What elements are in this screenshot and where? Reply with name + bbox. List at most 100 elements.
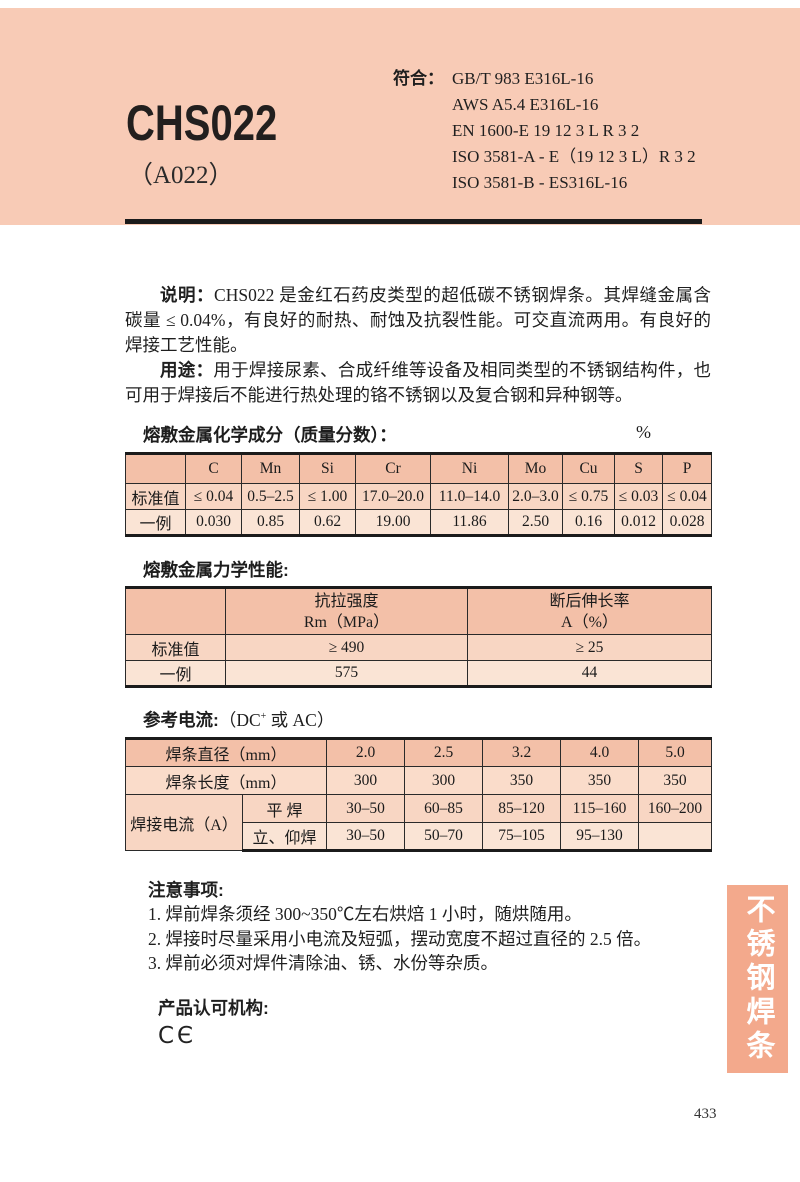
chapter-side-tab-label: 不锈钢焊条 bbox=[742, 894, 774, 1064]
mech-col-header: 断后伸长率 A（%） bbox=[467, 586, 712, 635]
product-model: CHS022 bbox=[126, 95, 278, 151]
chem-cell: 0.030 bbox=[185, 509, 242, 537]
chem-col-header: Ni bbox=[430, 452, 509, 484]
mech-row-label: 标准值 bbox=[125, 634, 226, 661]
yongtu-label: 用途： bbox=[160, 360, 214, 380]
chem-cell: 11.0–14.0 bbox=[430, 483, 509, 510]
current-note-suffix: 或 AC） bbox=[266, 710, 335, 730]
chem-col-header: Si bbox=[299, 452, 356, 484]
mech-row-label: 一例 bbox=[125, 660, 226, 688]
current-title-note: （DC+ 或 AC） bbox=[219, 710, 335, 730]
note-item: 1. 焊前焊条须经 300~350℃左右烘焙 1 小时，随烘随用。 bbox=[148, 904, 582, 924]
chem-cell: ≤ 0.75 bbox=[562, 483, 615, 510]
shuoming-label: 说明： bbox=[160, 285, 215, 305]
cur-length-value: 300 bbox=[326, 766, 405, 795]
cur-flat-value: 115–160 bbox=[560, 794, 639, 823]
mech-col-header bbox=[125, 586, 226, 635]
standard-line: EN 1600-E 19 12 3 L R 3 2 bbox=[452, 121, 640, 140]
chem-row-label: 标准值 bbox=[125, 483, 186, 510]
chemical-unit: % bbox=[636, 422, 651, 442]
certification-block: 产品认可机构: CЄ bbox=[158, 995, 269, 1049]
cur-vertical-value: 95–130 bbox=[560, 822, 639, 852]
chem-cell: 2.50 bbox=[508, 509, 563, 537]
cur-flat-value: 30–50 bbox=[326, 794, 405, 823]
standards-block: 符合： GB/T 983 E316L-16 AWS A5.4 E316L-16 … bbox=[393, 66, 733, 196]
cur-vertical-value bbox=[638, 822, 712, 852]
cur-diameter-value: 3.2 bbox=[482, 737, 561, 767]
standard-line: GB/T 983 E316L-16 bbox=[452, 69, 594, 88]
chem-cell: 0.16 bbox=[562, 509, 615, 537]
mech-cell: ≥ 25 bbox=[467, 634, 712, 661]
header-band bbox=[0, 8, 800, 225]
page-number: 433 bbox=[694, 1106, 717, 1122]
cur-flat-value: 160–200 bbox=[638, 794, 712, 823]
standard-line: ISO 3581-A - E（19 12 3 L）R 3 2 bbox=[452, 147, 696, 166]
cur-flat-label: 平 焊 bbox=[242, 794, 327, 823]
mechanical-properties-table: 抗拉强度 Rm（MPa） 断后伸长率 A（%） 标准值 ≥ 490 ≥ 25 一… bbox=[125, 586, 712, 688]
ce-mark: CЄ bbox=[158, 1023, 197, 1049]
chem-cell: 19.00 bbox=[355, 509, 431, 537]
cur-length-value: 350 bbox=[638, 766, 712, 795]
mech-header-line: 断后伸长率 bbox=[549, 592, 630, 610]
chem-cell: 11.86 bbox=[430, 509, 509, 537]
note-item: 2. 焊接时尽量采用小电流及短弧，摆动宽度不超过直径的 2.5 倍。 bbox=[148, 928, 652, 949]
certification-title: 产品认可机构: bbox=[158, 998, 269, 1018]
chemical-composition-table: C Mn Si Cr Ni Mo Cu S P 标准值 ≤ 0.04 0.5–2… bbox=[125, 452, 712, 537]
conform-label: 符合： bbox=[393, 69, 444, 88]
chem-col-header bbox=[125, 452, 186, 484]
description-paragraph: 说明：CHS022 是金红石药皮类型的超低碳不锈钢焊条。其焊缝金属含碳量 ≤ 0… bbox=[125, 283, 711, 358]
current-section-title: 参考电流:（DC+ 或 AC） bbox=[143, 707, 334, 732]
chem-cell: ≤ 0.04 bbox=[662, 483, 712, 510]
mechanical-section-title: 熔敷金属力学性能: bbox=[143, 560, 289, 580]
reference-current-table: 焊条直径（mm） 2.0 2.5 3.2 4.0 5.0 焊条长度（mm） 30… bbox=[125, 737, 712, 852]
cur-diameter-label: 焊条直径（mm） bbox=[125, 737, 327, 767]
chem-col-header: Mn bbox=[241, 452, 300, 484]
chem-col-header: Cu bbox=[562, 452, 615, 484]
cur-length-value: 350 bbox=[482, 766, 561, 795]
chem-col-header: P bbox=[662, 452, 712, 484]
cur-flat-value: 85–120 bbox=[482, 794, 561, 823]
chem-cell: 0.012 bbox=[614, 509, 663, 537]
standard-line: ISO 3581-B - ES316L-16 bbox=[452, 173, 628, 192]
mech-col-header: 抗拉强度 Rm（MPa） bbox=[225, 586, 468, 635]
chem-cell: ≤ 0.04 bbox=[185, 483, 242, 510]
chem-col-header: Mo bbox=[508, 452, 563, 484]
standards-list: GB/T 983 E316L-16 AWS A5.4 E316L-16 EN 1… bbox=[452, 66, 696, 196]
mech-cell: ≥ 490 bbox=[225, 634, 468, 661]
cur-length-label: 焊条长度（mm） bbox=[125, 766, 327, 795]
cur-current-label: 焊接电流（A） bbox=[125, 794, 243, 851]
mech-cell: 575 bbox=[225, 660, 468, 688]
cur-length-value: 350 bbox=[560, 766, 639, 795]
cur-vertical-value: 50–70 bbox=[404, 822, 483, 852]
cur-flat-value: 60–85 bbox=[404, 794, 483, 823]
mech-cell: 44 bbox=[467, 660, 712, 688]
chem-row-label: 一例 bbox=[125, 509, 186, 537]
chem-col-header: S bbox=[614, 452, 663, 484]
mech-header-line: A（%） bbox=[561, 613, 618, 631]
usage-paragraph: 用途：用于焊接尿素、合成纤维等设备及相同类型的不锈钢结构件，也可用于焊接后不能进… bbox=[125, 358, 711, 408]
cur-diameter-value: 4.0 bbox=[560, 737, 639, 767]
cur-diameter-value: 2.5 bbox=[404, 737, 483, 767]
chem-col-header: C bbox=[185, 452, 242, 484]
product-alias: （A022） bbox=[128, 162, 234, 189]
note-item: 3. 焊前必须对焊件清除油、锈、水份等杂质。 bbox=[148, 953, 498, 973]
chem-cell: ≤ 1.00 bbox=[299, 483, 356, 510]
cur-length-value: 300 bbox=[404, 766, 483, 795]
notes-title: 注意事项: bbox=[148, 880, 224, 900]
notes-block: 注意事项: 1. 焊前焊条须经 300~350℃左右烘焙 1 小时，随烘随用。 … bbox=[148, 877, 708, 976]
chem-cell: 0.5–2.5 bbox=[241, 483, 300, 510]
header-divider-rule bbox=[125, 219, 702, 224]
current-note-prefix: （DC bbox=[218, 710, 261, 730]
mech-header-line: 抗拉强度 bbox=[314, 592, 379, 610]
chem-cell: 0.62 bbox=[299, 509, 356, 537]
description-block: 说明：CHS022 是金红石药皮类型的超低碳不锈钢焊条。其焊缝金属含碳量 ≤ 0… bbox=[125, 283, 711, 408]
cur-vertical-value: 30–50 bbox=[326, 822, 405, 852]
cur-diameter-value: 5.0 bbox=[638, 737, 712, 767]
current-note-sup: + bbox=[260, 711, 267, 723]
cur-vertical-value: 75–105 bbox=[482, 822, 561, 852]
chem-cell: 0.028 bbox=[662, 509, 712, 537]
chem-cell: ≤ 0.03 bbox=[614, 483, 663, 510]
shuoming-text: CHS022 是金红石药皮类型的超低碳不锈钢焊条。其焊缝金属含碳量 ≤ 0.04… bbox=[125, 285, 712, 355]
cur-vertical-label: 立、仰焊 bbox=[242, 822, 327, 852]
chapter-side-tab: 不锈钢焊条 bbox=[727, 885, 788, 1073]
